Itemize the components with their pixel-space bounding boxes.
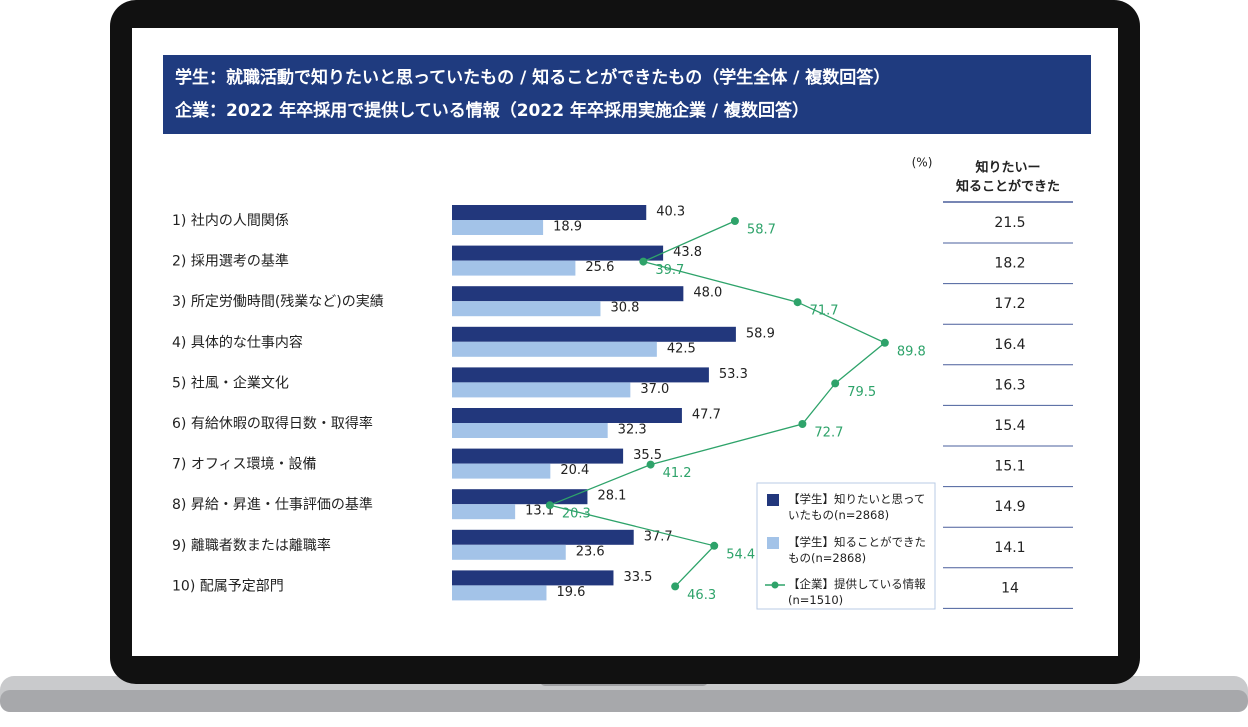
category-label: 7) オフィス環境・設備 bbox=[172, 457, 317, 473]
value-label: 42.5 bbox=[667, 341, 696, 356]
bar bbox=[452, 245, 664, 261]
line-point bbox=[545, 501, 554, 510]
value-label: 41.2 bbox=[663, 466, 692, 481]
value-label: 19.6 bbox=[556, 585, 585, 600]
bar bbox=[452, 301, 601, 317]
category-label: 3) 所定労働時間(残業など)の実績 bbox=[172, 294, 384, 310]
legend-swatch bbox=[767, 537, 779, 549]
category-label: 1) 社内の人間関係 bbox=[172, 213, 289, 229]
value-label: 28.1 bbox=[597, 489, 626, 504]
table-value: 16.3 bbox=[994, 377, 1025, 393]
title-band bbox=[163, 55, 1091, 134]
line-point bbox=[880, 338, 889, 347]
legend-label: 【学生】知ることができたもの(n=2868) bbox=[788, 535, 926, 565]
value-label: 47.7 bbox=[692, 408, 721, 423]
value-label: 58.7 bbox=[747, 223, 776, 238]
value-label: 58.9 bbox=[746, 326, 775, 341]
value-label: 43.8 bbox=[673, 245, 702, 260]
value-label: 40.3 bbox=[656, 205, 685, 220]
line-point bbox=[671, 582, 680, 591]
bar bbox=[452, 585, 547, 601]
category-label: 5) 社風・企業文化 bbox=[172, 374, 289, 391]
category-label: 8) 昇給・昇進・仕事評価の基準 bbox=[172, 496, 373, 513]
table-value: 15.1 bbox=[994, 459, 1025, 475]
bar bbox=[452, 489, 588, 505]
table-value: 14 bbox=[1001, 580, 1019, 596]
line-point bbox=[710, 541, 719, 550]
line-point bbox=[798, 420, 807, 428]
category-label: 9) 離職者数または離職率 bbox=[172, 537, 331, 554]
chart-title: 学生：就職活動で知りたいと思っていたもの / 知ることができたもの（学生全体 /… bbox=[175, 67, 890, 88]
bar bbox=[452, 220, 544, 235]
value-label: 46.3 bbox=[687, 588, 716, 603]
bar bbox=[452, 205, 647, 220]
bar bbox=[452, 448, 624, 464]
bar bbox=[452, 341, 657, 357]
table-value: 17.2 bbox=[994, 296, 1025, 312]
value-label: 89.8 bbox=[897, 344, 926, 359]
table-value: 18.2 bbox=[994, 256, 1025, 272]
value-label: 30.8 bbox=[610, 301, 639, 316]
line-point bbox=[730, 217, 739, 225]
legend-entry: 【学生】知りたいと思っていたもの(n=2868) bbox=[788, 492, 926, 522]
bar bbox=[452, 570, 614, 586]
laptop-base-shadow bbox=[0, 690, 1248, 712]
line-point bbox=[646, 460, 655, 469]
bar bbox=[452, 544, 566, 560]
table-value: 21.5 bbox=[994, 215, 1025, 231]
line bbox=[547, 220, 887, 587]
category-label: 10) 配属予定部門 bbox=[172, 578, 284, 594]
legend-label: 【学生】知りたいと思っていたもの(n=2868) bbox=[788, 492, 926, 522]
value-label: 20.4 bbox=[560, 463, 589, 478]
value-label: 32.3 bbox=[618, 423, 647, 438]
value-label: 37.7 bbox=[644, 529, 673, 544]
legend-box bbox=[756, 482, 936, 610]
legend-label: 【企業】提供している情報(n=1510) bbox=[788, 577, 926, 607]
table-value: 14.9 bbox=[994, 499, 1025, 515]
value-label: 71.7 bbox=[810, 304, 839, 319]
value-label: 25.6 bbox=[585, 260, 614, 275]
bar bbox=[452, 382, 631, 398]
table-value: 14.1 bbox=[994, 540, 1025, 556]
value-label: 54.4 bbox=[726, 547, 755, 562]
category-label: 4) 具体的な仕事内容 bbox=[172, 334, 303, 351]
table-header: 知りたいー bbox=[975, 160, 1040, 176]
table-value: 15.4 bbox=[994, 418, 1025, 434]
value-label: 72.7 bbox=[814, 426, 843, 441]
value-label: 20.3 bbox=[562, 507, 591, 522]
bar bbox=[452, 504, 516, 520]
bar bbox=[452, 286, 684, 302]
legend-swatch bbox=[771, 581, 779, 589]
legend-entry: 【学生】知ることができたもの(n=2868) bbox=[788, 535, 926, 565]
value-label: 48.0 bbox=[693, 286, 722, 301]
unit-label: (%) bbox=[912, 156, 933, 170]
bar bbox=[452, 529, 634, 545]
bar bbox=[452, 408, 682, 423]
category-label: 2) 採用選考の基準 bbox=[172, 253, 289, 270]
value-label: 53.3 bbox=[719, 367, 748, 382]
legend-swatch bbox=[767, 494, 779, 506]
category-label: 6) 有給休暇の取得日数・取得率 bbox=[172, 415, 373, 432]
value-label: 35.5 bbox=[633, 448, 662, 463]
line-point bbox=[639, 257, 648, 266]
bar bbox=[452, 367, 709, 383]
value-label: 23.6 bbox=[576, 544, 605, 559]
value-label: 79.5 bbox=[847, 385, 876, 400]
bar bbox=[452, 463, 551, 479]
table-value: 16.4 bbox=[994, 337, 1025, 353]
bar bbox=[452, 423, 608, 438]
table-header: 知ることができた bbox=[956, 179, 1060, 195]
value-label: 39.7 bbox=[655, 263, 684, 278]
legend-entry: 【企業】提供している情報(n=1510) bbox=[788, 577, 926, 607]
bar bbox=[452, 326, 736, 342]
value-label: 18.9 bbox=[553, 220, 582, 235]
bar bbox=[452, 260, 576, 276]
line-point bbox=[831, 379, 840, 388]
chart-subtitle: 企業：2022 年卒採用で提供している情報（2022 年卒採用実施企業 / 複数… bbox=[174, 100, 809, 121]
value-label: 33.5 bbox=[623, 570, 652, 585]
line-point bbox=[793, 298, 802, 307]
value-label: 37.0 bbox=[640, 382, 669, 397]
